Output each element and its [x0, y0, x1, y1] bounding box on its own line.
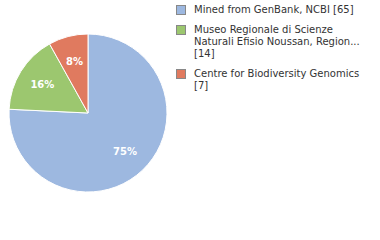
svg-text:8%: 8% [66, 56, 83, 67]
html-text:Mined from GenBank, NCBI [65]: Mined from GenBank, NCBI [65] [194, 4, 354, 15]
svg-text:75%: 75% [113, 146, 137, 157]
html-text:Museo Regionale di Scienze Nat: Museo Regionale di Scienze Naturali Efis… [194, 24, 360, 59]
svg-text:16%: 16% [30, 79, 54, 90]
html-text:Centre for Biodiversity Genomi: Centre for Biodiversity Genomics [7] [194, 68, 360, 91]
